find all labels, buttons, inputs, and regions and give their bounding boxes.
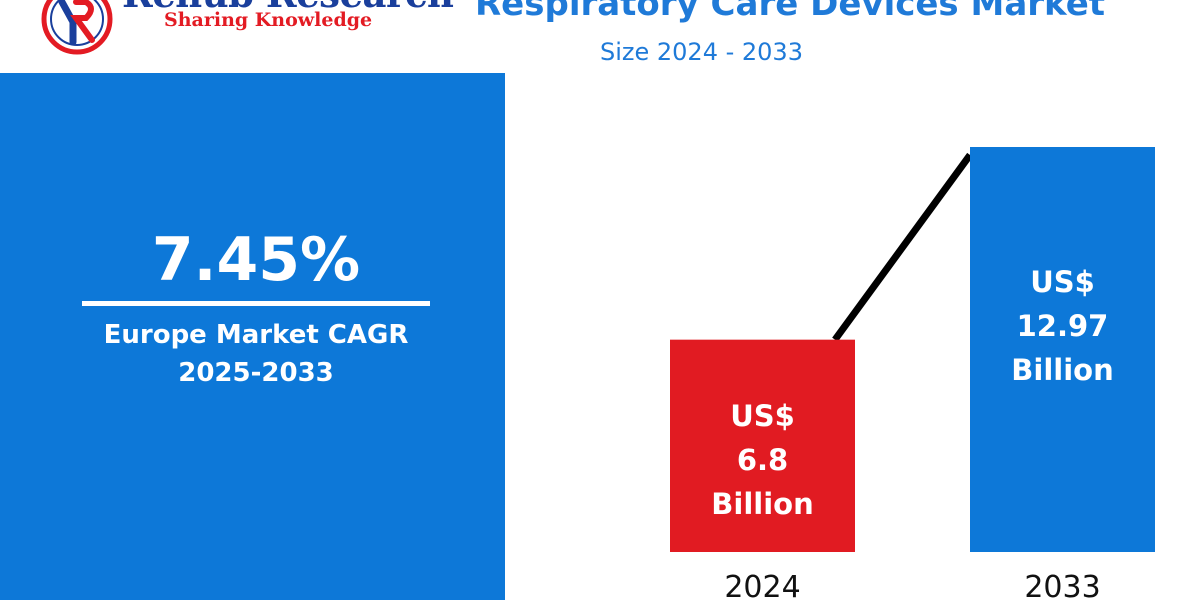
- bar-2033-currency: US$: [1030, 264, 1095, 299]
- brand-tagline: Sharing Knowledge: [164, 9, 373, 31]
- trend-line: [832, 152, 973, 342]
- bar-2024-value: 6.8: [736, 442, 789, 477]
- bar-2033-unit: Billion: [1011, 352, 1114, 387]
- page-subtitle: Size 2024 - 2033: [600, 38, 803, 66]
- bar-2024: [670, 339, 855, 552]
- page-title: Respiratory Care Devices Market: [475, 0, 1106, 24]
- cagr-label-line1: Europe Market CAGR: [103, 320, 409, 350]
- x-tick-label-2033: 2033: [1024, 570, 1101, 605]
- x-tick-label-2024: 2024: [724, 570, 801, 605]
- bar-2024-currency: US$: [730, 398, 795, 433]
- bar-value-label-2024: US$ 6.8 Billion: [670, 394, 855, 526]
- renub-logo-icon: [41, 0, 113, 55]
- bar-2033-value: 12.97: [1016, 308, 1109, 343]
- cagr-divider: [82, 301, 430, 306]
- cagr-value: 7.45%: [151, 225, 361, 295]
- bar-2033: [970, 147, 1155, 552]
- cagr-label: Europe Market CAGR 2025-2033: [60, 316, 452, 392]
- cagr-panel: 7.45% Europe Market CAGR 2025-2033: [0, 73, 505, 600]
- cagr-label-line2: 2025-2033: [178, 358, 334, 388]
- brand-logo: Renub Research Sharing Knowledge: [40, 0, 454, 57]
- brand-name: Renub Research: [122, 0, 454, 16]
- bar-value-label-2033: US$ 12.97 Billion: [970, 260, 1155, 392]
- bar-2024-unit: Billion: [711, 486, 814, 521]
